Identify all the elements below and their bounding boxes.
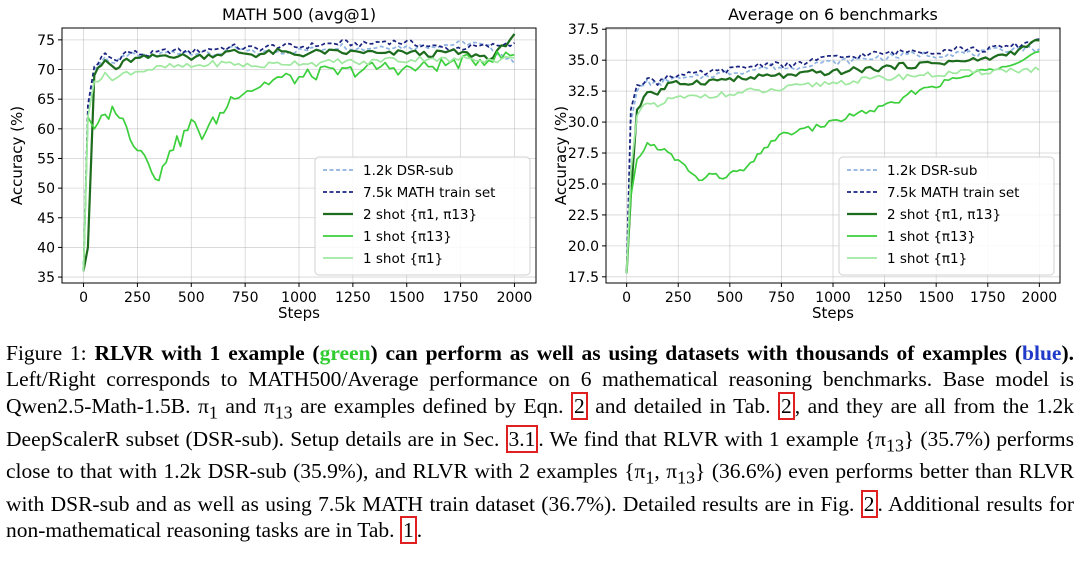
- y-tick-label: 70: [37, 63, 55, 79]
- caption-bold-b: ) can perform as well as using datasets …: [370, 341, 1023, 365]
- x-tick-label: 250: [124, 290, 151, 306]
- y-tick-label: 40: [37, 240, 55, 256]
- y-tick-label: 22.5: [568, 208, 599, 224]
- caption-text-11: .: [416, 518, 423, 543]
- chart-math500: 0 250 500 750 1000 1250 1500 1750 2000 35 40 45 50 55…: [8, 5, 537, 322]
- caption-bold-lead: RLVR with 1 example (green) can perform …: [94, 341, 1074, 365]
- caption-text-5: , and they are all from the 1.2k DeepSca…: [6, 393, 1075, 451]
- x-tick-label: 0: [79, 290, 88, 306]
- x-axis-label: Steps: [812, 304, 854, 322]
- y-tick-label: 25.0: [568, 177, 599, 193]
- caption-sub-2: 13: [274, 402, 293, 423]
- x-tick-label: 1750: [970, 290, 1006, 306]
- x-tick-label: 2000: [1022, 290, 1058, 306]
- caption-sub-4: 1: [645, 467, 655, 488]
- x-tick-label: 1250: [335, 290, 371, 306]
- y-tick-label: 17.5: [568, 270, 599, 286]
- series-line-1-shot-13: [82, 50, 515, 272]
- legend-entry-1-2k-dsr-sub: 1.2k DSR-sub: [887, 163, 977, 179]
- y-tick-label: 75: [37, 33, 55, 49]
- legend-entry-2-shot-1-13: 2 shot {π1, π13}: [363, 207, 477, 223]
- caption-label: Figure 1:: [6, 341, 95, 365]
- y-tick-label: 20.0: [568, 239, 599, 255]
- tab-ref-link-2[interactable]: 1: [399, 516, 417, 545]
- caption-sub-5: 13: [677, 467, 696, 488]
- series-line-1-shot-13: [625, 50, 1040, 274]
- y-axis-label: Accuracy (%): [8, 106, 26, 205]
- y-tick-label: 35.0: [568, 53, 599, 69]
- y-tick-label: 55: [37, 151, 55, 167]
- x-tick-label: 500: [716, 290, 743, 306]
- x-tick-label: 750: [232, 290, 259, 306]
- y-tick-label: 32.5: [568, 84, 599, 100]
- legend-entry-1-shot-1: 1 shot {π1}: [887, 251, 967, 267]
- x-tick-label: 1250: [867, 290, 903, 306]
- y-axis-label: Accuracy (%): [552, 106, 570, 205]
- caption-text-7: } (35.7%) performs close to that with 1.…: [6, 426, 1074, 484]
- eqn-ref-link[interactable]: 2: [571, 391, 588, 420]
- caption-text-6: . We find that RLVR with 1 example {π: [538, 426, 886, 451]
- x-tick-label: 0: [622, 290, 631, 306]
- caption-text-4: and detailed in Tab.: [587, 393, 778, 418]
- chart-title: Average on 6 benchmarks: [728, 5, 938, 24]
- x-tick-label: 500: [178, 290, 205, 306]
- y-tick-label: 30.0: [568, 115, 599, 131]
- caption-bold-c: ).: [1061, 341, 1075, 365]
- legend-box: [838, 156, 1055, 276]
- x-tick-label: 750: [768, 290, 795, 306]
- x-tick-label: 1750: [443, 290, 479, 306]
- legend-entry-1-shot-13: 1 shot {π13}: [363, 229, 452, 245]
- series-line-2-shot-1-13: [82, 33, 516, 272]
- tab-ref-link[interactable]: 2: [777, 391, 795, 420]
- caption-text-1: Left/Right corresponds to MATH500/Averag…: [6, 367, 1074, 418]
- y-tick-label: 65: [37, 92, 55, 108]
- legend-box: [314, 156, 531, 276]
- x-tick-label: 1000: [815, 290, 851, 306]
- caption-text-9: } (36.6%) even performs better than RLVR…: [6, 459, 1074, 516]
- figure-1-charts: 0 250 500 750 1000 1250 1500 1750 20003540455055…: [8, 5, 1061, 322]
- x-axis-label: Steps: [278, 304, 320, 322]
- x-tick-label: 1000: [281, 290, 317, 306]
- x-tick-label: 1500: [918, 290, 954, 306]
- caption-sub-3: 13: [885, 434, 904, 455]
- caption-text-3: are examples defined by Eqn.: [292, 393, 571, 418]
- chart-average-6-benchmarks: 0 250 500 750 1000 1250 1500 1750 2000 17.5 20.0 22…: [552, 5, 1061, 322]
- caption-text-8: , π: [654, 459, 678, 484]
- series-line-1-shot-1: [82, 55, 515, 272]
- series-line-1-shot-1: [625, 66, 1040, 274]
- series-line-7-5k-math-train-set: [625, 38, 1040, 274]
- series-line-7-5k-math-train-set: [82, 39, 516, 272]
- series-line-2-shot-1-13: [625, 38, 1040, 274]
- y-tick-label: 45: [37, 211, 55, 227]
- caption-bold-a: RLVR with 1 example (: [94, 341, 320, 365]
- y-tick-label: 35: [37, 270, 55, 286]
- legend-entry-1-shot-1: 1 shot {π1}: [363, 251, 443, 267]
- legend-entry-2-shot-1-13: 2 shot {π1, π13}: [887, 207, 1001, 223]
- y-tick-label: 27.5: [568, 146, 599, 162]
- caption-sub-1: 1: [208, 402, 218, 423]
- x-tick-label: 2000: [497, 290, 533, 306]
- legend-entry-7-5k-math-train-set: 7.5k MATH train set: [363, 185, 495, 201]
- legend-entry-1-2k-dsr-sub: 1.2k DSR-sub: [363, 163, 453, 179]
- caption-green-word: green: [319, 341, 371, 365]
- caption-text-10: . Additional results for non-mathematica…: [6, 491, 1074, 543]
- chart-title: MATH 500 (avg@1): [222, 5, 376, 24]
- legend-entry-1-shot-13: 1 shot {π13}: [887, 229, 976, 245]
- x-tick-label: 250: [665, 290, 692, 306]
- y-tick-label: 60: [37, 122, 55, 138]
- x-tick-label: 1500: [389, 290, 425, 306]
- legend-entry-7-5k-math-train-set: 7.5k MATH train set: [887, 185, 1019, 201]
- caption-blue-word: blue: [1022, 341, 1062, 365]
- figure-caption: Figure 1: RLVR with 1 example (green) ca…: [6, 340, 1075, 545]
- caption-text-2: and π: [217, 393, 275, 418]
- fig-ref-link[interactable]: 2: [860, 489, 878, 518]
- y-tick-label: 50: [37, 181, 55, 197]
- series-line-1-2k-dsr-sub: [625, 44, 1040, 274]
- sec-ref-link[interactable]: 3.1: [505, 424, 539, 453]
- y-tick-label: 37.5: [568, 22, 599, 38]
